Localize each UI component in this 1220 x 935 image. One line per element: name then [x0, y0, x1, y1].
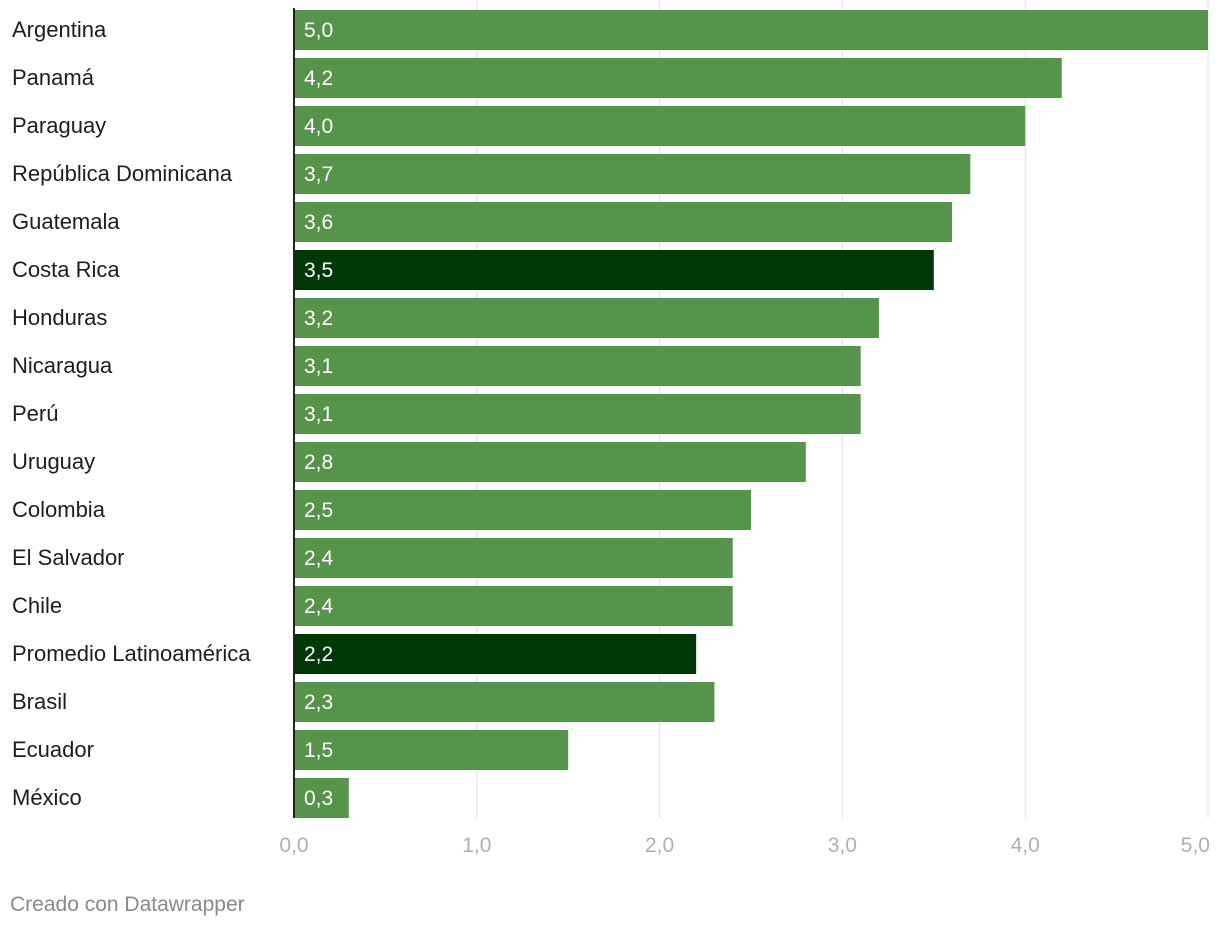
bar-value-label: 5,0	[304, 19, 333, 42]
bar-value-label: 4,0	[304, 115, 333, 138]
category-label: Honduras	[12, 305, 107, 330]
bar	[294, 586, 733, 626]
bar	[294, 538, 733, 578]
x-tick-label: 1,0	[462, 834, 491, 857]
labels: 0,0 1,0 2,0 3,0 4,0 5,0 5,0 Argentina 4,2 Panamá 4…	[12, 17, 1210, 857]
bar	[294, 682, 715, 722]
bar-value-label: 2,5	[304, 499, 333, 522]
bar-value-label: 3,5	[304, 259, 333, 282]
x-tick-label: 2,0	[645, 834, 674, 857]
category-label: Perú	[12, 401, 58, 426]
category-label: Panamá	[12, 65, 95, 90]
bar	[294, 634, 697, 674]
category-label: Paraguay	[12, 113, 106, 138]
category-label: El Salvador	[12, 545, 125, 570]
bar-value-label: 3,7	[304, 163, 333, 186]
category-label: Costa Rica	[12, 257, 120, 282]
bar	[294, 106, 1026, 146]
bar	[294, 490, 751, 530]
bar-value-label: 2,4	[304, 595, 334, 618]
category-label: Brasil	[12, 689, 67, 714]
category-label: Argentina	[12, 17, 107, 42]
bar-value-label: 4,2	[304, 67, 333, 90]
bar	[294, 10, 1208, 50]
bar-value-label: 2,8	[304, 451, 333, 474]
category-label: México	[12, 785, 82, 810]
bar-value-label: 1,5	[304, 739, 333, 762]
bar	[294, 250, 934, 290]
bar-value-label: 3,1	[304, 355, 333, 378]
bar-value-label: 3,1	[304, 403, 333, 426]
x-tick-label: 5,0	[1181, 834, 1210, 857]
category-label: Colombia	[12, 497, 106, 522]
category-label: Ecuador	[12, 737, 94, 762]
bar	[294, 442, 806, 482]
category-label: Promedio Latinoamérica	[12, 641, 251, 666]
bar-value-label: 2,4	[304, 547, 334, 570]
x-tick-label: 4,0	[1011, 834, 1040, 857]
category-label: Chile	[12, 593, 62, 618]
bar	[294, 778, 349, 818]
category-label: Guatemala	[12, 209, 120, 234]
x-tick-label: 0,0	[279, 834, 308, 857]
bar	[294, 394, 861, 434]
bar	[294, 730, 569, 770]
bar	[294, 58, 1062, 98]
bar-value-label: 0,3	[304, 787, 333, 810]
bars	[294, 10, 1208, 818]
footer-credit: Creado con Datawrapper	[10, 893, 245, 916]
category-label: Uruguay	[12, 449, 95, 474]
category-label: Nicaragua	[12, 353, 113, 378]
bar-value-label: 2,3	[304, 691, 333, 714]
category-label: República Dominicana	[12, 161, 233, 186]
bar	[294, 298, 879, 338]
x-tick-label: 3,0	[828, 834, 857, 857]
bar	[294, 154, 971, 194]
bar-value-label: 3,2	[304, 307, 333, 330]
bar	[294, 346, 861, 386]
bar-value-label: 3,6	[304, 211, 333, 234]
bar	[294, 202, 953, 242]
bar-value-label: 2,2	[304, 643, 333, 666]
